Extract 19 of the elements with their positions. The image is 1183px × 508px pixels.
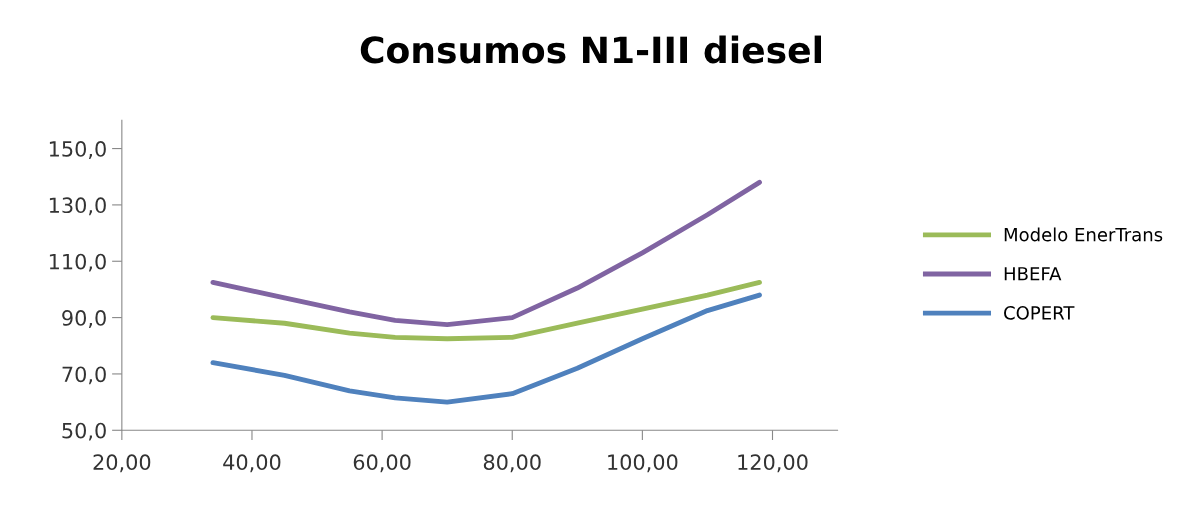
line-series <box>210 279 762 342</box>
chart-title: Consumos N1-III diesel <box>360 35 821 64</box>
x-tick-label: 40,00 <box>223 454 281 473</box>
y-tick-label: 70,0 <box>62 366 106 385</box>
line-series <box>210 179 762 328</box>
y-tick-label: 130,0 <box>49 197 106 216</box>
x-tick-label: 20,00 <box>93 454 151 473</box>
x-tick-label: 80,00 <box>483 454 541 473</box>
y-tick-label: 110,0 <box>49 253 106 272</box>
legend-label: HBEFA <box>1004 267 1062 281</box>
x-tick-label: 120,00 <box>738 454 808 473</box>
x-tick-label: 100,00 <box>608 454 678 473</box>
line-series <box>210 292 762 405</box>
legend-label: Modelo EnerTrans <box>1004 227 1163 242</box>
y-tick-label: 50,0 <box>62 422 106 441</box>
legend-label: COPERT <box>1004 306 1075 320</box>
y-tick-label: 150,0 <box>49 141 106 159</box>
x-tick-label: 60,00 <box>353 454 411 473</box>
y-tick-label: 90,0 <box>62 310 106 328</box>
